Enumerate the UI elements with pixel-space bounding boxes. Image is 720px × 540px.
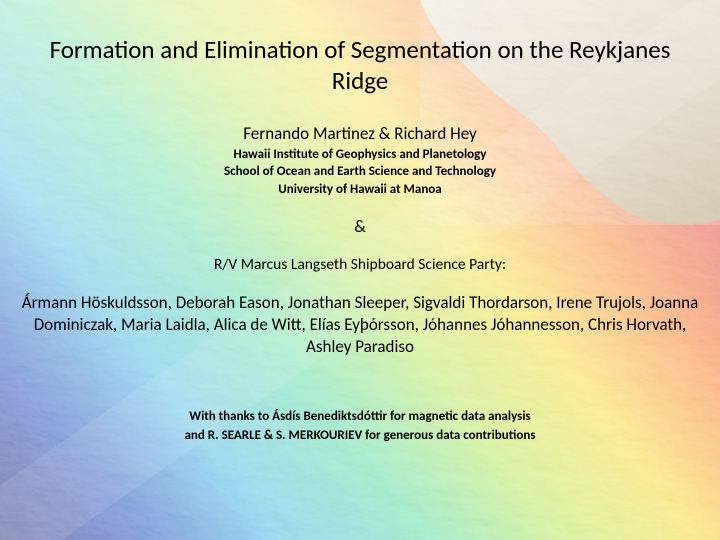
authors-line: Fernando Martinez & Richard Hey (18, 123, 702, 144)
science-party-label: R/V Marcus Langseth Shipboard Science Pa… (18, 255, 702, 274)
affiliation-line: School of Ocean and Earth Science and Te… (18, 163, 702, 181)
thanks-line: With thanks to Ásdís Benediktsdóttir for… (80, 408, 640, 426)
thanks-line: and R. SEARLE & S. MERKOURIEV for genero… (80, 427, 640, 445)
separator-ampersand: & (18, 216, 702, 237)
affiliation-line: University of Hawaii at Manoa (18, 181, 702, 199)
slide-title: Formation and Elimination of Segmentatio… (40, 34, 680, 97)
slide-content: Formation and Elimination of Segmentatio… (0, 0, 720, 540)
affiliation-line: Hawaii Institute of Geophysics and Plane… (18, 146, 702, 164)
affiliation-block: Hawaii Institute of Geophysics and Plane… (18, 146, 702, 199)
acknowledgements: With thanks to Ásdís Benediktsdóttir for… (80, 408, 640, 444)
science-party-names: Ármann Höskuldsson, Deborah Eason, Jonat… (18, 292, 702, 358)
